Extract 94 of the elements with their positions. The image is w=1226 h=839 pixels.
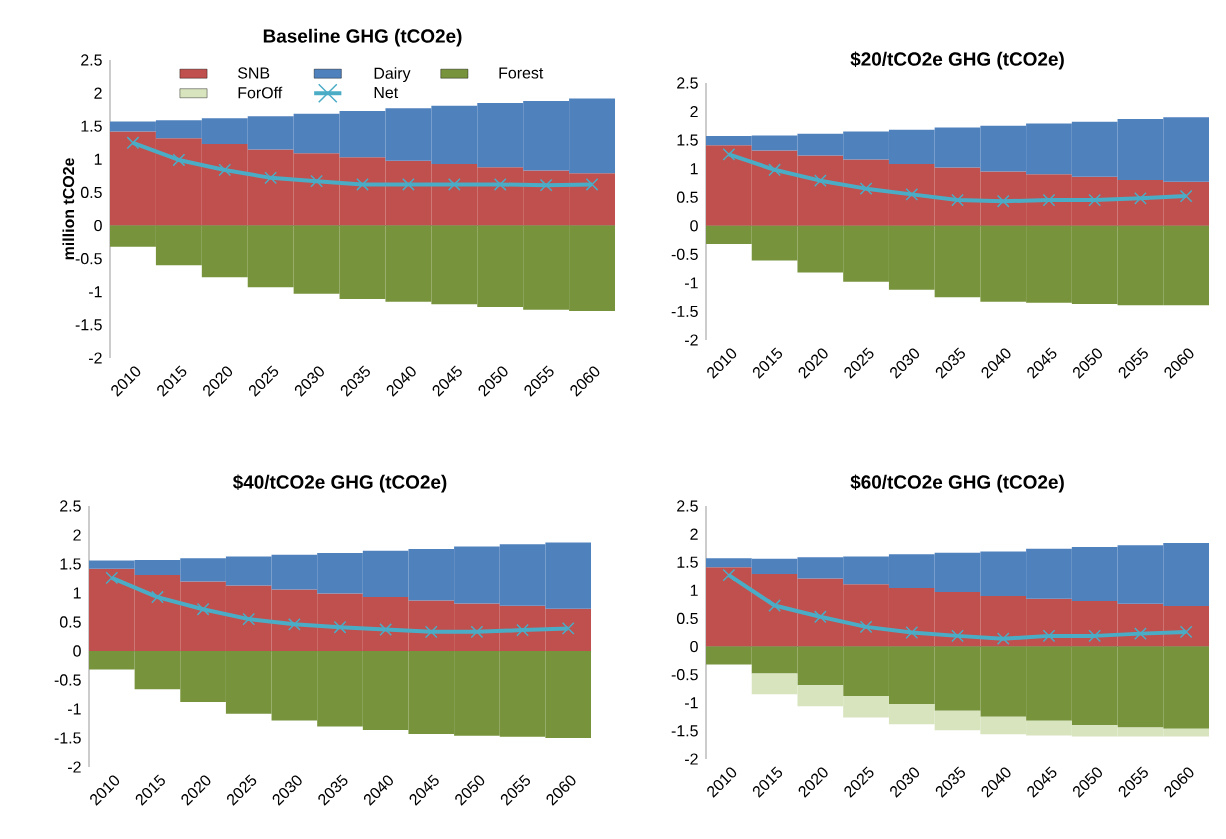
y-tick-label: -1: [68, 703, 81, 715]
y-tick-label: 0.5: [676, 612, 698, 625]
y-tick-label: 2: [94, 87, 102, 99]
chart-title: $40/tCO2e GHG (tCO2e): [232, 474, 447, 493]
point: [859, 620, 873, 634]
legend-label: Dairy: [374, 67, 411, 83]
y-tick-label: 1.5: [677, 134, 698, 146]
y-tick-label: -2: [68, 761, 81, 773]
point: [1042, 629, 1056, 643]
point: [1134, 627, 1147, 641]
y-tick-label: -1.5: [671, 725, 698, 737]
y-tick-label: 2.5: [60, 500, 81, 512]
y-tick-label: 0.5: [676, 191, 698, 203]
y-tick-label: 2: [690, 105, 698, 118]
y-tick-label: 2.5: [677, 77, 698, 89]
point: [722, 147, 736, 161]
y-tick-label: -0.5: [75, 253, 102, 265]
y-tick-label: 0: [690, 220, 698, 232]
y-tick-label: 0: [73, 645, 81, 657]
point: [424, 625, 438, 639]
point: [1088, 193, 1102, 207]
point: [1134, 191, 1147, 205]
point: [951, 629, 964, 643]
point: [402, 178, 415, 191]
y-tick-label: 1: [690, 163, 698, 175]
y-tick-label: 1: [94, 153, 102, 165]
point: [1042, 193, 1056, 207]
y-tick-label: 2.5: [677, 500, 698, 512]
y-tick-label: -2: [685, 753, 698, 765]
y-tick-label: 2: [73, 529, 81, 541]
chart-title: $20/tCO2e GHG (tCO2e): [850, 51, 1064, 70]
point: [951, 193, 964, 207]
y-tick-label: -1.5: [75, 319, 102, 331]
point: [126, 136, 140, 150]
point: [1179, 625, 1193, 639]
y-tick-label: -1: [89, 286, 102, 298]
y-tick-label: 1.5: [677, 556, 698, 568]
y-tick-label: -0.5: [671, 248, 698, 260]
y-tick-label: 0: [690, 640, 698, 653]
y-tick-label: -0.5: [671, 669, 698, 681]
point: [218, 163, 232, 177]
y-tick-label: 1: [73, 587, 81, 599]
point: [539, 178, 553, 192]
point: [768, 599, 782, 612]
point: [1088, 629, 1102, 643]
point: [151, 590, 164, 604]
y-tick-label: -1: [685, 277, 698, 289]
y-axis-title: million tCO2e: [62, 158, 75, 260]
point: [356, 178, 369, 191]
y-tick-label: 1.5: [60, 558, 81, 570]
y-tick-label: -1.5: [54, 732, 81, 744]
point: [379, 623, 393, 636]
point: [859, 182, 873, 196]
legend-label: Forest: [499, 67, 544, 79]
point: [768, 163, 782, 177]
point: [996, 632, 1010, 646]
y-tick-label: 1.5: [81, 120, 102, 132]
y-tick-label: -1: [685, 697, 698, 709]
point: [905, 626, 919, 639]
point: [813, 610, 827, 624]
chart-title: $60/tCO2e GHG (tCO2e): [850, 474, 1064, 493]
point: [905, 187, 919, 201]
point: [813, 174, 827, 188]
y-tick-label: 0: [94, 219, 102, 232]
point: [561, 621, 575, 635]
point: [1179, 189, 1193, 203]
y-tick-label: -2: [89, 352, 102, 364]
point: [105, 571, 119, 585]
point: [470, 625, 484, 639]
legend-label: ForOff: [238, 86, 283, 99]
y-tick-label: -0.5: [54, 674, 81, 686]
point: [516, 623, 529, 637]
y-tick-label: 0.5: [59, 616, 81, 628]
chart-title: Baseline GHG (tCO2e): [263, 28, 462, 47]
legend-label: SNB: [238, 67, 270, 79]
point: [172, 153, 186, 167]
legend-label: Net: [374, 87, 399, 99]
point: [996, 194, 1010, 208]
point: [264, 171, 278, 185]
point: [493, 178, 507, 191]
y-tick-label: 0.5: [80, 186, 102, 199]
point: [196, 602, 210, 616]
point: [287, 617, 301, 631]
point: [585, 178, 599, 191]
y-tick-label: 2.5: [81, 54, 102, 66]
point: [722, 568, 736, 582]
y-tick-label: -1.5: [671, 305, 698, 317]
point: [333, 620, 347, 634]
y-tick-label: 1: [690, 584, 698, 596]
point: [447, 178, 461, 191]
y-tick-label: -2: [685, 334, 698, 346]
point: [310, 174, 323, 188]
point: [242, 612, 256, 626]
y-tick-label: 2: [690, 528, 698, 540]
